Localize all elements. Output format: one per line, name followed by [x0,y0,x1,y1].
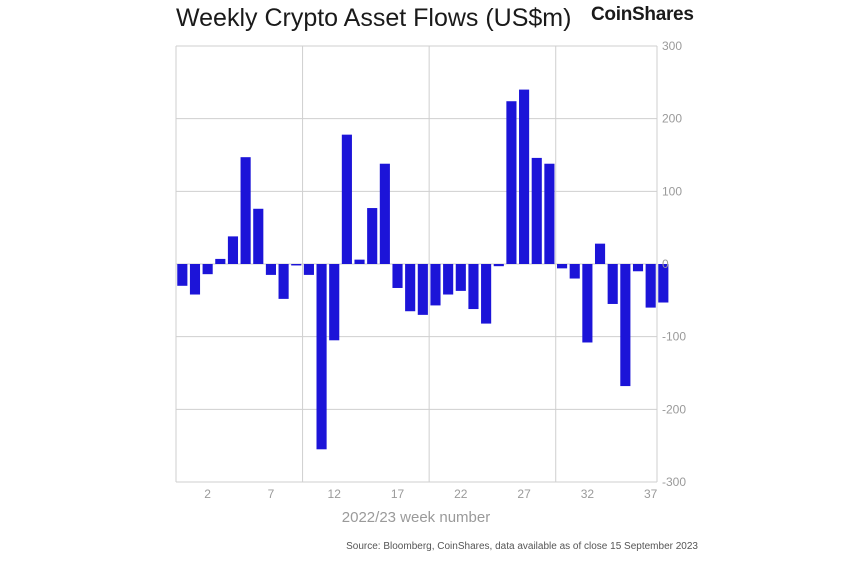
bars [177,89,669,450]
bar-week-25 [493,264,504,267]
x-tick-label: 22 [454,487,468,501]
chart-title: Weekly Crypto Asset Flows (US$m) [176,4,572,32]
bar-week-0 [177,264,188,286]
bar-week-1 [189,264,201,295]
bar-week-19 [417,264,428,315]
bar-week-7 [265,264,276,275]
bar-week-5 [240,157,251,264]
bar-week-36 [632,264,644,272]
x-tick-label: 37 [644,487,658,501]
y-tick-label: 300 [662,39,682,53]
bar-week-22 [455,264,466,291]
y-tick-label: -300 [662,475,686,489]
bar-week-23 [468,264,479,310]
bar-week-31 [569,264,580,279]
bar-week-15 [367,208,378,264]
bar-week-14 [354,259,365,264]
y-axis-ticks: 300 200 100 0 -100 -200 -300 [662,39,686,489]
bar-week-34 [607,264,618,304]
bar-week-17 [392,264,403,288]
bar-week-6 [253,208,264,264]
bar-week-37 [645,264,656,308]
bar-week-undefined [658,264,669,303]
bar-week-27 [519,89,530,264]
bar-week-33 [594,243,606,264]
y-tick-label: -200 [662,402,686,416]
bar-week-4 [227,236,239,264]
bar-week-10 [303,264,314,275]
x-axis-ticks: 2 7 12 17 22 27 32 37 [204,487,657,501]
bar-week-8 [278,264,289,299]
grid [175,45,658,483]
bar-week-11 [316,264,327,450]
bar-week-21 [443,264,454,295]
bar-week-35 [620,264,631,387]
bar-week-32 [582,264,593,343]
x-tick-label: 12 [328,487,342,501]
bar-week-18 [405,264,416,312]
x-tick-label: 7 [268,487,275,501]
x-tick-label: 27 [517,487,531,501]
bar-week-3 [215,258,226,264]
x-tick-label: 2 [204,487,211,501]
bar-week-28 [531,157,542,264]
y-tick-label: 0 [662,257,669,271]
y-tick-label: 200 [662,112,682,126]
source-note: Source: Bloomberg, CoinShares, data avai… [346,541,698,552]
brand-logo: CoinShares [591,4,694,25]
bar-week-13 [341,134,352,264]
bar-week-16 [379,163,390,264]
bar-week-29 [544,163,555,264]
bar-week-9 [291,264,302,266]
y-tick-label: 100 [662,184,682,198]
bar-week-30 [557,264,568,269]
x-tick-label: 32 [581,487,595,501]
x-axis-title: 2022/23 week number [342,509,490,526]
x-tick-label: 17 [391,487,405,501]
bar-week-24 [481,264,492,324]
bar-week-20 [430,264,441,306]
bar-week-26 [506,101,517,264]
bar-week-12 [329,264,340,341]
bar-week-2 [202,264,213,275]
y-tick-label: -100 [662,330,686,344]
